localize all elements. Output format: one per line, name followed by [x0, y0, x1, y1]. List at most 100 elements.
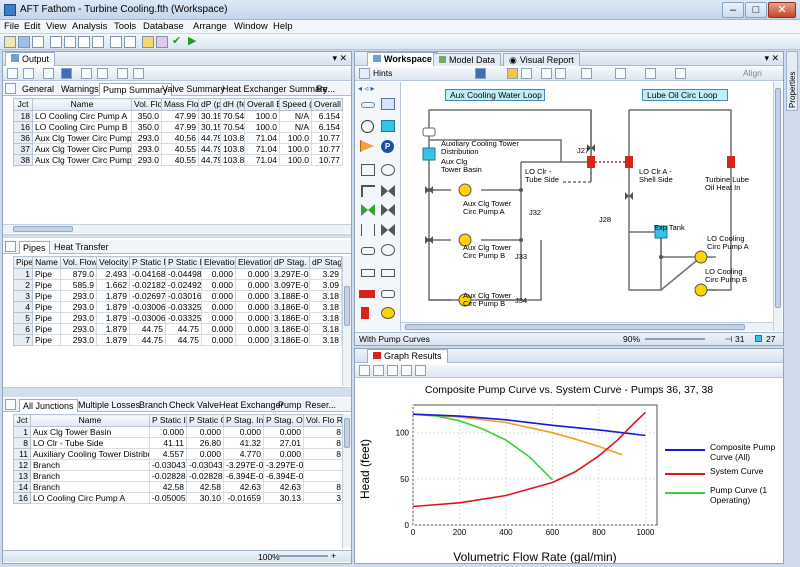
table-row[interactable]: 4 Pipe 293.0 1.879 -0.03006 -0.03325 0.000 0.00… [13, 301, 342, 313]
print-icon[interactable] [43, 68, 54, 79]
tab-heat-exchanger-summary[interactable]: Heat Exchanger Summary [222, 84, 328, 94]
line-tool-icon[interactable] [645, 68, 656, 79]
tab-check-valve[interactable]: Check Valve [169, 400, 219, 410]
tab-reservoir[interactable]: Reser... [305, 400, 337, 410]
graph-list-icon[interactable] [373, 365, 384, 376]
pressure-icon[interactable]: P [381, 140, 394, 153]
collapse-icon[interactable] [5, 241, 16, 252]
pan-tool-icon[interactable] [521, 68, 532, 79]
menu-file[interactable]: File [4, 21, 20, 32]
zoom-slider[interactable] [278, 555, 328, 557]
check-icon[interactable]: ✔ [172, 35, 182, 47]
table-row[interactable]: 8 LO Clr - Tube Side 41.11 26.80 41.32 27.01 8 [13, 437, 344, 449]
dead-end-icon[interactable] [361, 164, 375, 176]
graph-control-icon[interactable] [359, 365, 370, 376]
table-row[interactable]: 12Branch-0.03043-0.03043-3.297E-03-3.297… [13, 459, 344, 471]
relief-valve-icon[interactable] [361, 224, 375, 236]
pump-icon[interactable] [458, 293, 472, 307]
filter-icon[interactable] [97, 68, 108, 79]
table-row[interactable]: 1 Aux Clg Tower Basin 0.000 0.000 0.000 0.000… [13, 426, 344, 438]
junction-icon[interactable] [361, 120, 374, 133]
tab-branch[interactable]: Branch [139, 400, 168, 410]
print-icon[interactable] [32, 36, 44, 48]
table-row[interactable]: 16 LO Cooling Circ Pump A -0.05005 30.10 -0.… [13, 492, 344, 504]
pump-icon[interactable] [458, 183, 472, 197]
table-row[interactable]: 6 Pipe 293.0 1.879 44.75 44.75 0.000 0.000 3.186… [13, 323, 342, 335]
tab-general[interactable]: General [22, 84, 55, 94]
control-valve-icon[interactable] [381, 204, 395, 216]
refresh-icon[interactable] [23, 68, 34, 79]
annotate-icon[interactable] [615, 68, 626, 79]
tab-workspace[interactable]: Workspace [367, 52, 438, 66]
tab-visual-report[interactable]: ◉ Visual Report [503, 53, 580, 66]
check-valve-icon[interactable] [361, 204, 375, 216]
pin-icon[interactable]: ▾ [764, 53, 769, 63]
screen-icon[interactable] [361, 269, 375, 277]
pipe-tool-icon[interactable] [475, 68, 486, 79]
lens-icon[interactable] [81, 68, 92, 79]
graph-export-icon[interactable] [401, 365, 412, 376]
find-icon[interactable] [555, 68, 566, 79]
menu-help[interactable]: Help [273, 21, 293, 32]
valve-icon[interactable] [587, 144, 595, 152]
new-file-icon[interactable] [4, 36, 16, 48]
table-row[interactable]: 13Branch-0.02828-0.02828-6.394E-03-6.394… [13, 470, 344, 482]
hints-icon[interactable] [359, 68, 370, 79]
general-component-icon[interactable] [381, 290, 395, 298]
palette-arrows[interactable]: ◂ ◃ ▸ [358, 84, 375, 93]
annotation-icon[interactable] [381, 98, 395, 110]
valve-icon[interactable] [625, 192, 633, 200]
folder-icon[interactable] [142, 36, 154, 48]
heat-exchanger-icon[interactable] [361, 247, 375, 255]
pin-icon[interactable] [61, 68, 72, 79]
orifice-icon[interactable] [381, 269, 395, 277]
vertical-scrollbar[interactable] [773, 82, 782, 331]
venturi-icon[interactable] [381, 244, 395, 256]
tab-pump[interactable]: Pump [278, 400, 302, 410]
table-row[interactable]: 7 Pipe 293.0 1.879 44.75 44.75 0.000 0.000 3.186… [13, 334, 342, 346]
graph-print-icon[interactable] [415, 365, 426, 376]
window-layout-3-icon[interactable] [78, 36, 90, 48]
pipe-icon[interactable] [361, 102, 375, 108]
units-icon[interactable] [133, 68, 144, 79]
table-row[interactable]: 3 Pipe 293.0 1.879 -0.02697 -0.03016 0.000 0.00… [13, 290, 342, 302]
table-row[interactable]: 5 Pipe 293.0 1.879 -0.03006 -0.03325 0.000 0.00… [13, 312, 342, 324]
table-row[interactable]: 38 Aux Clg Tower Circ Pump B 293.0 40.55 44.… [13, 154, 343, 166]
expansion-tank-icon[interactable] [654, 225, 668, 239]
assigned-flow-icon[interactable] [360, 140, 374, 152]
pump-icon[interactable] [694, 283, 708, 297]
menu-tools[interactable]: Tools [114, 21, 137, 32]
table-row[interactable]: 14 Branch 42.58 42.58 42.63 42.63 8 [13, 481, 344, 493]
table-row[interactable]: 37 Aux Clg Tower Circ Pump B 293.0 40.55 44.… [13, 143, 343, 155]
save-icon[interactable] [18, 36, 30, 48]
output-tab[interactable]: Output [5, 52, 56, 66]
tab-model-data[interactable]: Model Data [433, 53, 502, 66]
tee-icon[interactable] [361, 185, 375, 197]
distribution-icon[interactable] [422, 127, 436, 137]
splitter[interactable] [3, 387, 351, 397]
maximize-button[interactable]: □ [745, 2, 767, 18]
tab-warnings[interactable]: Warnings [61, 84, 99, 94]
pin-icon[interactable]: ▾ [332, 53, 337, 63]
table-row[interactable]: 36 Aux Clg Tower Circ Pump A 293.0 40.56 44.… [13, 132, 343, 144]
aux-loop-label[interactable]: Aux Cooling Water Loop [445, 89, 545, 101]
menu-analysis[interactable]: Analysis [72, 21, 108, 32]
table-row[interactable]: 18 LO Cooling Circ Pump A 350.0 47.99 30.15 7… [13, 110, 343, 122]
horizontal-scrollbar[interactable] [3, 224, 351, 233]
heat-exchanger-icon[interactable] [625, 156, 633, 168]
tab-heat-transfer[interactable]: Heat Transfer [54, 242, 109, 252]
tab-graph-results[interactable]: Graph Results [367, 349, 448, 363]
table-row[interactable]: 1 Pipe 879.0 2.493 -0.04168 -0.04498 0.000 0.00… [13, 268, 342, 280]
table-row[interactable]: 2 Pipe 585.9 1.662 -0.02182 -0.02492 0.000 0.00… [13, 279, 342, 291]
arrow-tool-icon[interactable] [675, 68, 686, 79]
pump-icon[interactable] [458, 233, 472, 247]
collapse-icon[interactable] [5, 399, 16, 410]
group-icon[interactable] [581, 68, 592, 79]
select-tool-icon[interactable] [507, 68, 518, 79]
menu-edit[interactable]: Edit [24, 21, 41, 32]
workspace-icon[interactable] [110, 36, 122, 48]
tab-pump-summary[interactable]: Pump Summary [99, 83, 172, 96]
schematic-canvas[interactable] [401, 82, 773, 322]
menu-window[interactable]: Window [234, 21, 268, 32]
properties-sidetab[interactable]: Properties [786, 51, 798, 111]
